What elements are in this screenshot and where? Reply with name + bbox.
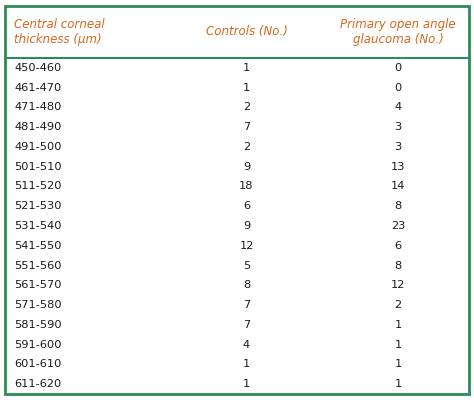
Text: 611-620: 611-620 [14,379,62,389]
Text: Primary open angle
glaucoma (No.): Primary open angle glaucoma (No.) [340,18,456,46]
Text: 0: 0 [394,83,402,93]
Text: 581-590: 581-590 [14,320,62,330]
Text: 2: 2 [243,142,250,152]
Text: 1: 1 [243,379,250,389]
Text: 1: 1 [394,359,402,369]
Text: 1: 1 [394,340,402,350]
Text: 6: 6 [243,201,250,211]
Text: 1: 1 [243,359,250,369]
Text: 461-470: 461-470 [14,83,62,93]
Text: 23: 23 [391,221,405,231]
Text: 12: 12 [239,241,254,251]
Text: 531-540: 531-540 [14,221,62,231]
FancyBboxPatch shape [5,6,469,394]
Text: 7: 7 [243,122,250,132]
Text: 1: 1 [243,63,250,73]
Text: 1: 1 [394,320,402,330]
Text: 6: 6 [394,241,402,251]
Text: 3: 3 [394,122,402,132]
Text: 2: 2 [243,102,250,112]
Text: 471-480: 471-480 [14,102,62,112]
Text: Central corneal
thickness (μm): Central corneal thickness (μm) [14,18,105,46]
Text: 521-530: 521-530 [14,201,62,211]
Text: 4: 4 [394,102,402,112]
Text: 9: 9 [243,221,250,231]
Text: 2: 2 [394,300,402,310]
Text: 13: 13 [391,162,405,172]
Text: 12: 12 [391,280,405,290]
Text: 3: 3 [394,142,402,152]
Text: 591-600: 591-600 [14,340,62,350]
Text: 7: 7 [243,300,250,310]
Text: 0: 0 [394,63,402,73]
Text: 1: 1 [394,379,402,389]
Text: 450-460: 450-460 [14,63,62,73]
Text: 1: 1 [243,83,250,93]
Text: 481-490: 481-490 [14,122,62,132]
Text: 551-560: 551-560 [14,260,62,270]
Text: 501-510: 501-510 [14,162,62,172]
Text: Controls (No.): Controls (No.) [206,26,287,38]
Text: 4: 4 [243,340,250,350]
Text: 8: 8 [394,201,402,211]
Text: 491-500: 491-500 [14,142,62,152]
Text: 8: 8 [243,280,250,290]
Text: 571-580: 571-580 [14,300,62,310]
Text: 511-520: 511-520 [14,182,62,192]
Text: 5: 5 [243,260,250,270]
Text: 8: 8 [394,260,402,270]
Text: 9: 9 [243,162,250,172]
Text: 541-550: 541-550 [14,241,62,251]
Text: 601-610: 601-610 [14,359,62,369]
Text: 14: 14 [391,182,405,192]
Text: 18: 18 [239,182,254,192]
Text: 561-570: 561-570 [14,280,62,290]
Text: 7: 7 [243,320,250,330]
